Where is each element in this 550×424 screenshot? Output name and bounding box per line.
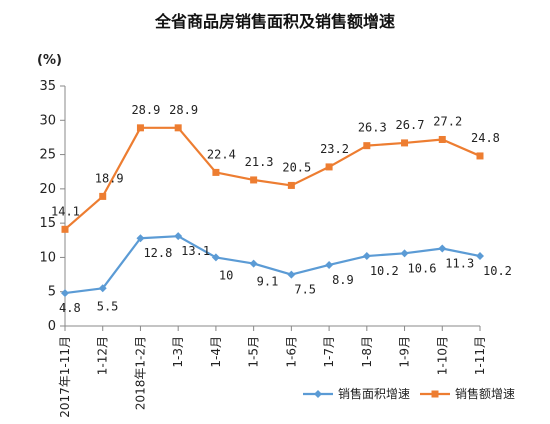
- legend: 销售面积增速 销售额增速: [303, 386, 515, 401]
- data-label: 5.5: [97, 299, 119, 313]
- data-label: 10.2: [483, 264, 512, 278]
- x-tick-label: 1-4月: [209, 336, 223, 368]
- x-tick-label: 1-7月: [322, 336, 336, 368]
- data-label: 21.3: [245, 155, 274, 169]
- data-point: [363, 142, 371, 150]
- legend-swatch-marker: [314, 390, 322, 398]
- x-tick-label: 1-12月: [96, 336, 110, 375]
- y-tick-label: 30: [39, 113, 56, 128]
- data-label: 18.9: [95, 171, 124, 185]
- x-tick-label: 1-3月: [171, 336, 185, 368]
- x-tick-label: 2017年1-11月: [58, 336, 72, 418]
- x-tick-label: 1-10月: [435, 336, 449, 375]
- data-point: [287, 270, 296, 279]
- data-point: [250, 176, 258, 184]
- data-point: [174, 124, 182, 132]
- data-label: 10.6: [408, 261, 437, 275]
- data-label: 24.8: [471, 131, 500, 145]
- data-point: [401, 139, 409, 147]
- data-point: [212, 168, 220, 176]
- x-tick-label: 1-5月: [247, 336, 261, 368]
- data-point: [362, 252, 371, 261]
- data-point: [476, 152, 484, 160]
- x-tick-label: 1-6月: [284, 336, 298, 368]
- y-tick-label: 25: [39, 148, 56, 163]
- y-tick-label: 0: [48, 319, 56, 334]
- data-label: 28.9: [131, 103, 160, 117]
- series-line-2: [64, 126, 481, 231]
- data-label: 4.8: [59, 301, 81, 315]
- data-label: 23.2: [320, 142, 349, 156]
- data-point: [325, 163, 333, 171]
- data-point: [249, 259, 258, 268]
- chart-axes: 0 5 10 15 20 25 30 35 (%) 2017年1-11月 1-12月 2018年1-2…: [37, 53, 487, 418]
- legend-swatch-marker: [431, 390, 439, 398]
- data-point: [99, 192, 107, 200]
- y-tick-label: 5: [48, 285, 56, 300]
- chart-title: 全省商品房销售面积及销售额增速: [154, 12, 395, 31]
- data-labels: 4.8 5.5 12.8 13.1 10 9.1 7.5 8.9 10.2 10.6 11.3 10.…: [51, 103, 512, 315]
- data-point: [325, 260, 334, 269]
- data-label: 13.1: [181, 244, 210, 258]
- data-point: [211, 253, 220, 262]
- data-point: [61, 225, 69, 233]
- data-point: [438, 244, 447, 253]
- series-line-1: [64, 235, 481, 295]
- data-label: 12.8: [143, 246, 172, 260]
- data-point: [61, 289, 69, 298]
- data-label: 11.3: [445, 257, 474, 271]
- data-label: 28.9: [169, 103, 198, 117]
- data-point: [476, 252, 484, 261]
- y-tick-label: 15: [39, 216, 56, 231]
- data-point: [136, 234, 145, 243]
- data-point: [136, 124, 144, 132]
- data-point: [400, 249, 409, 258]
- series-lines: [61, 124, 484, 298]
- legend-label: 销售面积增速: [338, 386, 410, 401]
- data-label: 26.3: [358, 121, 387, 135]
- y-tick-label: 35: [39, 79, 56, 94]
- data-label: 9.1: [257, 275, 279, 289]
- data-label: 20.5: [282, 160, 311, 174]
- data-label: 7.5: [294, 283, 316, 297]
- data-point: [174, 232, 183, 241]
- legend-label: 销售额增速: [455, 386, 515, 401]
- y-tick-label: 10: [39, 250, 56, 265]
- data-point: [438, 135, 446, 143]
- data-point: [98, 284, 107, 293]
- y-axis-unit: (%): [37, 53, 62, 68]
- data-label: 26.7: [396, 118, 425, 132]
- x-tick-label: 1-8月: [360, 336, 374, 368]
- x-tick-label: 2018年1-2月: [133, 336, 147, 410]
- data-label: 27.2: [433, 114, 462, 128]
- data-label: 14.1: [51, 204, 80, 218]
- data-label: 22.4: [207, 147, 236, 161]
- data-label: 8.9: [332, 273, 354, 287]
- data-label: 10: [219, 268, 233, 282]
- y-tick-label: 20: [39, 182, 56, 197]
- x-tick-label: 1-11月: [473, 336, 487, 375]
- data-point: [287, 181, 295, 189]
- data-label: 10.2: [370, 264, 399, 278]
- x-tick-label: 1-9月: [398, 336, 412, 368]
